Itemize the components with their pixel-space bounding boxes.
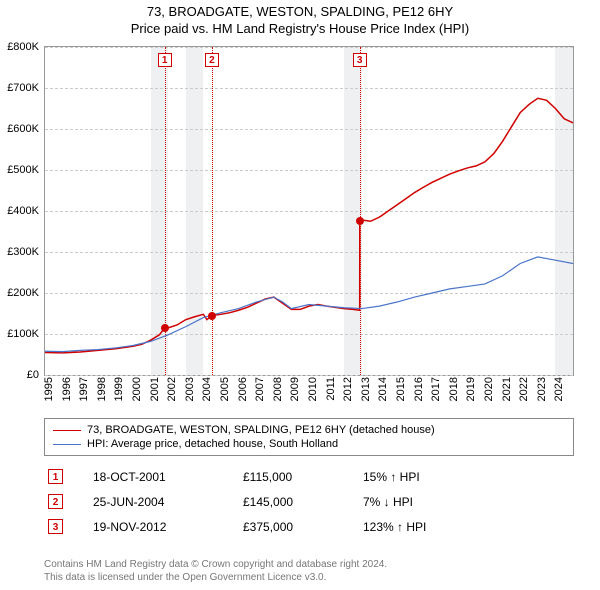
x-tick-label: 2001 (149, 377, 161, 401)
legend: 73, BROADGATE, WESTON, SPALDING, PE12 6H… (44, 418, 574, 456)
x-tick-label: 1999 (113, 377, 125, 401)
x-tick-label: 2023 (536, 377, 548, 401)
x-tick-label: 2005 (219, 377, 231, 401)
x-tick-label: 2009 (289, 377, 301, 401)
x-tick-label: 2013 (360, 377, 372, 401)
title-line-2: Price paid vs. HM Land Registry's House … (0, 21, 600, 38)
sale-index-box: 3 (48, 519, 63, 534)
x-tick-label: 2012 (342, 377, 354, 401)
x-tick-label: 2011 (325, 377, 337, 401)
x-tick-label: 2008 (272, 377, 284, 401)
sale-row: 2 25-JUN-2004 £145,000 7% ↓ HPI (44, 489, 574, 514)
legend-label-hpi: HPI: Average price, detached house, Sout… (87, 438, 338, 450)
x-tick-label: 1998 (96, 377, 108, 401)
x-tick-label: 1997 (78, 377, 90, 401)
sale-date: 25-JUN-2004 (93, 495, 243, 509)
sale-index-box: 2 (48, 494, 63, 509)
x-tick-label: 2002 (166, 377, 178, 401)
legend-label-subject: 73, BROADGATE, WESTON, SPALDING, PE12 6H… (87, 424, 435, 436)
sale-marker-box: 2 (205, 53, 219, 67)
y-tick-label: £400K (7, 205, 45, 217)
y-tick-label: £300K (7, 246, 45, 258)
x-tick-label: 2003 (184, 377, 196, 401)
gridline (45, 375, 573, 376)
y-tick-label: £100K (7, 328, 45, 340)
series-subject (45, 98, 573, 353)
footer-line-2: This data is licensed under the Open Gov… (44, 571, 574, 584)
legend-swatch-subject (53, 430, 81, 431)
y-tick-label: £800K (7, 41, 45, 53)
x-tick-label: 2004 (201, 377, 213, 401)
series-hpi (45, 257, 573, 352)
sale-diff: 15% ↑ HPI (363, 470, 513, 484)
chart-title-block: 73, BROADGATE, WESTON, SPALDING, PE12 6H… (0, 0, 600, 38)
sale-row: 3 19-NOV-2012 £375,000 123% ↑ HPI (44, 514, 574, 539)
sale-diff: 7% ↓ HPI (363, 495, 513, 509)
sale-marker-box: 1 (158, 53, 172, 67)
sale-price: £145,000 (243, 495, 363, 509)
y-tick-label: £200K (7, 287, 45, 299)
y-tick-label: £700K (7, 82, 45, 94)
footer-line-1: Contains HM Land Registry data © Crown c… (44, 558, 574, 571)
x-tick-label: 1995 (43, 377, 55, 401)
x-tick-label: 2017 (430, 377, 442, 401)
sale-dot (208, 312, 216, 320)
x-tick-label: 2021 (501, 377, 513, 401)
sale-diff: 123% ↑ HPI (363, 520, 513, 534)
legend-row-subject: 73, BROADGATE, WESTON, SPALDING, PE12 6H… (53, 423, 565, 437)
x-tick-label: 2018 (448, 377, 460, 401)
sale-price: £115,000 (243, 470, 363, 484)
x-tick-label: 2000 (131, 377, 143, 401)
sale-date: 18-OCT-2001 (93, 470, 243, 484)
legend-swatch-hpi (53, 444, 81, 445)
x-tick-label: 2006 (237, 377, 249, 401)
x-tick-label: 2007 (254, 377, 266, 401)
sale-price: £375,000 (243, 520, 363, 534)
sales-table: 1 18-OCT-2001 £115,000 15% ↑ HPI 2 25-JU… (44, 464, 574, 539)
legend-row-hpi: HPI: Average price, detached house, Sout… (53, 437, 565, 451)
y-tick-label: £600K (7, 123, 45, 135)
sale-marker-box: 3 (353, 53, 367, 67)
x-tick-label: 1996 (61, 377, 73, 401)
sale-dot (356, 217, 364, 225)
chart-lines (45, 47, 573, 375)
x-tick-label: 2016 (413, 377, 425, 401)
footer-note: Contains HM Land Registry data © Crown c… (44, 558, 574, 584)
sale-dot (161, 324, 169, 332)
x-tick-label: 2024 (553, 377, 565, 401)
sale-date: 19-NOV-2012 (93, 520, 243, 534)
x-tick-label: 2010 (307, 377, 319, 401)
x-tick-label: 2020 (483, 377, 495, 401)
x-tick-label: 2015 (395, 377, 407, 401)
x-tick-label: 2014 (377, 377, 389, 401)
x-tick-label: 2019 (465, 377, 477, 401)
x-tick-label: 2022 (518, 377, 530, 401)
title-line-1: 73, BROADGATE, WESTON, SPALDING, PE12 6H… (0, 4, 600, 21)
sale-index-box: 1 (48, 469, 63, 484)
price-chart: £0£100K£200K£300K£400K£500K£600K£700K£80… (44, 46, 574, 376)
y-tick-label: £500K (7, 164, 45, 176)
sale-row: 1 18-OCT-2001 £115,000 15% ↑ HPI (44, 464, 574, 489)
